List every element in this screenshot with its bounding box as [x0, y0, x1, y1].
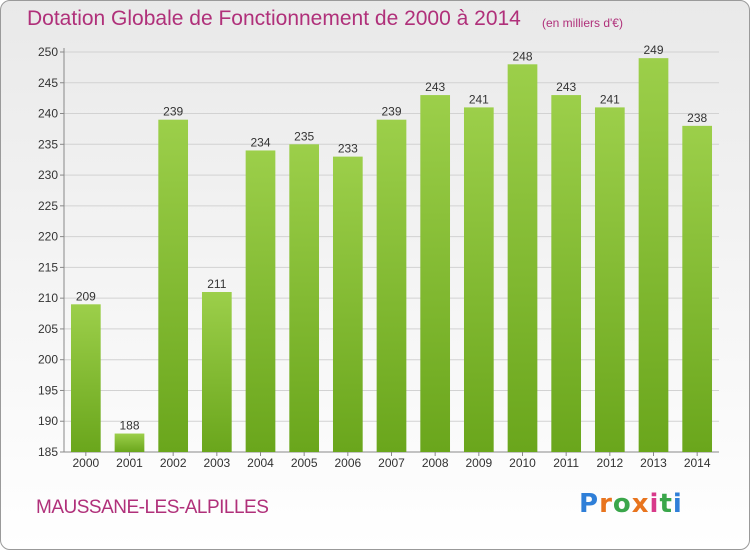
logo-letter: t [659, 489, 673, 519]
bar-value-label: 239 [163, 105, 183, 119]
y-tick-label: 190 [38, 414, 58, 428]
bar [332, 156, 363, 452]
bar-value-label: 238 [687, 111, 707, 125]
proxiti-logo: Proxiti [579, 489, 683, 519]
x-tick-label: 2009 [465, 456, 492, 470]
bar-value-label: 243 [556, 80, 576, 94]
bar [638, 58, 669, 453]
x-tick-label: 2006 [334, 456, 361, 470]
x-tick-label: 2004 [247, 456, 274, 470]
y-tick-label: 195 [38, 383, 58, 397]
bar-value-label: 239 [381, 105, 401, 119]
y-tick-label: 225 [38, 199, 58, 213]
x-tick-label: 2008 [422, 456, 449, 470]
x-tick-label: 2012 [596, 456, 623, 470]
y-tick-label: 205 [38, 322, 58, 336]
x-tick-label: 2014 [684, 456, 711, 470]
x-tick-label: 2011 [553, 456, 579, 470]
bar-value-label: 234 [250, 135, 270, 149]
x-tick-label: 2003 [203, 456, 230, 470]
y-tick-label: 210 [38, 291, 58, 305]
chart-title: Dotation Globale de Fonctionnement de 20… [27, 7, 521, 30]
bar-value-label: 209 [76, 289, 96, 303]
y-tick-label: 245 [38, 76, 58, 90]
bar [551, 95, 582, 453]
y-tick-label: 230 [38, 168, 58, 182]
logo-letter: r [599, 489, 613, 519]
y-tick-label: 200 [38, 353, 58, 367]
bar [114, 433, 145, 452]
bar-value-label: 233 [338, 142, 358, 156]
x-tick-label: 2002 [160, 456, 187, 470]
bar [245, 150, 276, 452]
bar [594, 107, 625, 452]
bar [376, 119, 407, 452]
y-tick-label: 240 [38, 107, 58, 121]
x-tick-label: 2007 [378, 456, 405, 470]
x-tick-label: 2005 [291, 456, 318, 470]
bar [682, 125, 713, 452]
logo-letter: o [612, 489, 632, 519]
labels: 185 190 195 200 205 210 215 220 225 230 235 240 245 2… [38, 43, 711, 470]
logo-letter: i [672, 489, 683, 519]
y-tick-label: 185 [38, 445, 58, 459]
bar-value-label: 248 [512, 49, 532, 63]
logo-letter: P [579, 489, 600, 519]
bar-value-label: 243 [425, 80, 445, 94]
x-tick-label: 2010 [509, 456, 536, 470]
x-tick-label: 2000 [72, 456, 99, 470]
bar [420, 95, 451, 453]
x-tick-label: 2001 [116, 456, 143, 470]
bar [463, 107, 494, 452]
bar-value-label: 241 [469, 92, 489, 106]
bar-value-label: 235 [294, 129, 314, 143]
bar [289, 144, 320, 453]
bar [158, 119, 189, 452]
logo-letter: i [649, 489, 660, 519]
bar-value-label: 241 [600, 92, 620, 106]
y-tick-label: 220 [38, 230, 58, 244]
bar [507, 64, 538, 453]
bars [70, 58, 713, 453]
bar-value-label: 211 [207, 277, 226, 291]
bar-value-label: 249 [643, 43, 663, 57]
commune-name: MAUSSANE-LES-ALPILLES [36, 497, 269, 518]
y-tick-label: 215 [38, 260, 58, 274]
x-tick-label: 2013 [640, 456, 667, 470]
y-tick-label: 235 [38, 137, 58, 151]
bar [70, 304, 101, 452]
y-tick-label: 250 [38, 45, 58, 59]
bar [201, 292, 232, 452]
chart-unit-label: (en milliers d'€) [542, 16, 623, 30]
bar-value-label: 188 [119, 419, 139, 433]
logo-letter: x [631, 489, 650, 519]
